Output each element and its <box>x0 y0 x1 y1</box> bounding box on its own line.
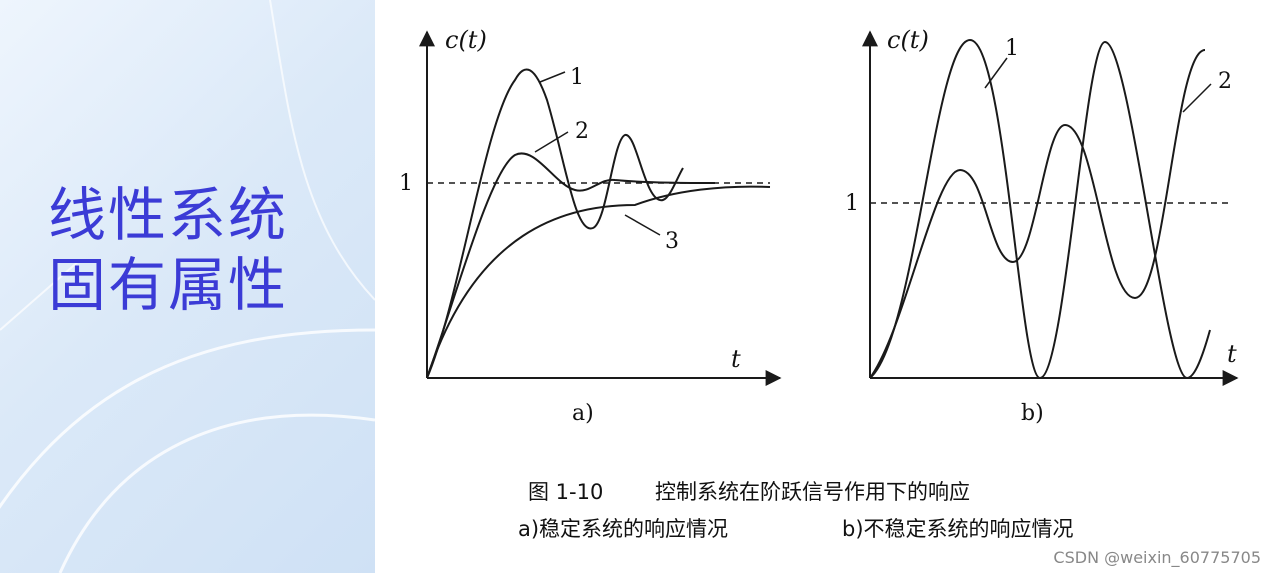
panel-a-curve-label-2: 2 <box>575 119 589 144</box>
slide-background-panel: 线性系统 固有属性 <box>0 0 375 573</box>
caption-subcaption-b: b)不稳定系统的响应情况 <box>842 517 1074 541</box>
panel-b-y-axis-label: c(t) <box>887 26 929 54</box>
panel-a-curve-3 <box>426 185 771 379</box>
panel-a-reference-label: 1 <box>399 171 413 196</box>
panel-b-curve-label-2: 2 <box>1218 69 1232 94</box>
panel-a-curve-label-1: 1 <box>570 65 584 90</box>
caption-figure-number: 图 1-10 <box>528 480 604 504</box>
panel-b-reference-label: 1 <box>845 191 859 216</box>
step-response-figure: c(t) t 1 1 2 3 a) c(t) t 1 1 2 b) <box>399 26 1239 426</box>
panel-a-sublabel: a) <box>572 401 594 426</box>
panel-a-curve-label-3: 3 <box>665 229 679 254</box>
slide-title-line1: 线性系统 <box>48 181 289 249</box>
panel-b-curve-label-1: 1 <box>1005 36 1019 61</box>
panel-a <box>419 30 782 386</box>
panel-b-x-axis-label: t <box>1227 340 1237 368</box>
panel-a-curve-1 <box>426 68 684 379</box>
slide-title-line2: 固有属性 <box>48 251 289 319</box>
decorative-arcs <box>0 0 375 573</box>
caption-title: 控制系统在阶跃信号作用下的响应 <box>655 480 970 504</box>
caption-subcaption-a: a)稳定系统的响应情况 <box>518 517 729 541</box>
watermark: CSDN @weixin_60775705 <box>1053 548 1261 567</box>
panel-b-curve-1 <box>869 38 1211 380</box>
panel-a-curve-2 <box>426 152 716 379</box>
panel-b <box>862 30 1239 386</box>
panel-a-x-axis-label: t <box>731 345 741 373</box>
panel-a-y-axis-label: c(t) <box>445 26 487 54</box>
panel-b-curve-2 <box>869 49 1206 379</box>
panel-b-sublabel: b) <box>1021 401 1044 426</box>
